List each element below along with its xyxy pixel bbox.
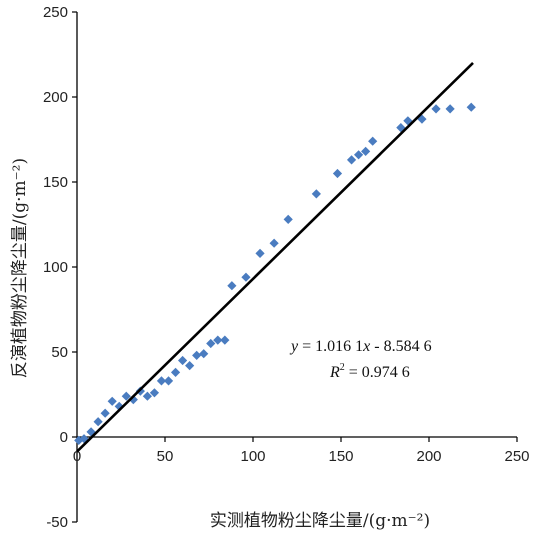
data-point-marker — [368, 136, 378, 146]
data-point-marker — [255, 248, 265, 258]
data-point-marker — [156, 376, 167, 386]
equation-intercept: - 8.584 6 — [370, 338, 431, 355]
data-point-marker — [206, 338, 216, 349]
trend-line — [76, 62, 474, 453]
x-tick-label: 200 — [416, 448, 441, 465]
equation-label: y = 1.016 1x - 8.584 6 — [289, 338, 432, 355]
y-tick-label: 250 — [43, 4, 68, 21]
r-squared-label: R2 = 0.974 6 — [329, 362, 410, 381]
equation-slope: = 1.016 1 — [298, 338, 363, 355]
data-point-marker — [332, 168, 343, 179]
data-point-marker — [396, 123, 406, 133]
data-point-marker — [142, 391, 152, 401]
data-point-marker — [227, 281, 237, 291]
data-point-marker — [178, 355, 188, 366]
data-point-marker — [128, 395, 138, 405]
data-point-marker — [199, 349, 209, 359]
x-tick-label: 100 — [240, 448, 265, 465]
y-tick-label: 50 — [51, 344, 68, 361]
data-point-marker — [213, 335, 223, 345]
data-point-marker — [100, 408, 110, 418]
y-tick-label: 200 — [43, 89, 68, 106]
data-point-marker — [220, 335, 230, 345]
y-tick-label: -50 — [46, 514, 68, 531]
data-point-marker — [121, 391, 131, 401]
data-point-marker — [445, 104, 455, 114]
data-point-marker — [346, 155, 357, 165]
data-point-marker — [361, 146, 371, 156]
equation-x-var: x — [362, 338, 370, 355]
data-point-marker — [149, 388, 160, 398]
y-tick-label: 0 — [60, 429, 68, 446]
data-point-marker — [466, 102, 476, 112]
data-point-marker — [417, 114, 427, 124]
data-point-marker — [269, 238, 279, 248]
data-point-marker — [283, 214, 293, 224]
data-point-marker — [354, 150, 364, 160]
x-tick-label: 50 — [157, 448, 174, 465]
data-points — [74, 102, 476, 445]
y-ticks: -50 0 50 100 150 200 250 — [43, 4, 77, 531]
x-axis-title: 实测植物粉尘降尘量/(g·m⁻²) — [210, 511, 430, 531]
y-axis-title: 反演植物粉尘降尘量/(g·m⁻²) — [10, 158, 30, 378]
r-squared-value: = 0.974 6 — [345, 364, 410, 381]
data-point-marker — [311, 189, 321, 199]
data-point-marker — [93, 417, 103, 427]
data-point-marker — [74, 435, 84, 445]
axes — [76, 12, 517, 522]
x-tick-label: 150 — [328, 448, 353, 465]
y-tick-label: 150 — [43, 174, 68, 191]
data-point-marker — [86, 427, 96, 437]
r-squared-var: R — [329, 364, 340, 381]
data-point-marker — [241, 272, 251, 282]
data-point-marker — [107, 396, 117, 406]
data-point-marker — [431, 104, 441, 114]
data-point-marker — [185, 361, 195, 371]
y-tick-label: 100 — [43, 259, 68, 276]
data-point-marker — [114, 401, 124, 411]
equation-y-var: y — [289, 338, 299, 355]
x-ticks: 0 50 100 150 200 250 — [73, 437, 530, 465]
x-tick-label: 0 — [73, 448, 81, 465]
data-point-marker — [163, 376, 174, 386]
r-squared-exponent: 2 — [340, 362, 345, 373]
data-point-marker — [170, 367, 181, 377]
data-point-marker — [192, 350, 202, 360]
x-tick-label: 250 — [504, 448, 529, 465]
